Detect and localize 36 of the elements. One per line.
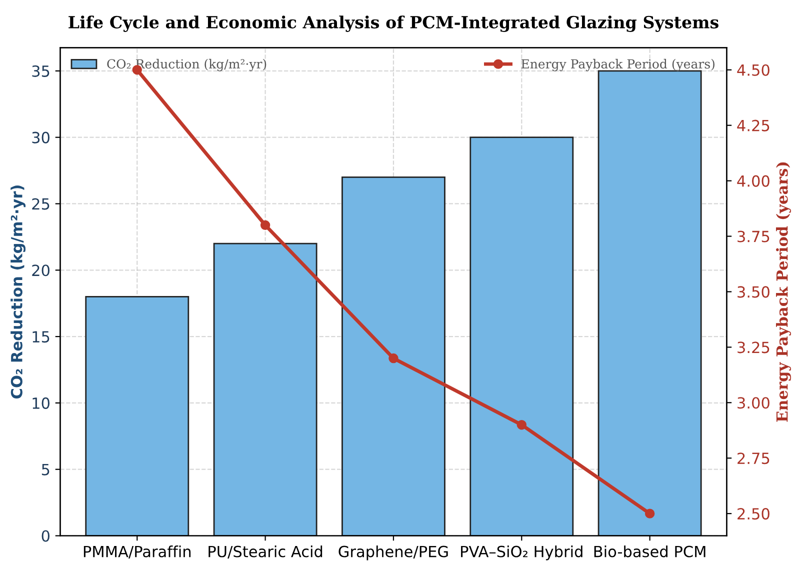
y-tick-label: 35 (32, 65, 50, 77)
bar (342, 176, 446, 536)
y-tick-label: 10 (32, 397, 50, 409)
point (644, 508, 655, 518)
y2-tick-label: 3.50 (738, 286, 770, 298)
x-tick-label: PU/Stearic Acid (208, 545, 322, 559)
y-axis-title: CO₂ Reduction (kg/m²·yr) (10, 186, 26, 398)
y-tick-label: 30 (32, 132, 50, 144)
bar (213, 242, 318, 536)
y2-tick-label: 3.00 (738, 397, 770, 409)
legend-label: CO₂ Reduction (kg/m²·yr) (107, 58, 266, 72)
y-tick-label: 5 (42, 464, 50, 476)
y2-axis-title: Energy Payback Period (years) (776, 162, 792, 422)
y2-tick-label: 4.50 (737, 64, 770, 76)
y-tick-label: 15 (32, 331, 50, 343)
legend-label: Energy Payback Period (years) (521, 58, 714, 72)
y-tick-label: 20 (32, 264, 50, 276)
chart-title: Life Cycle and Economic Analysis of PCM-Integrated Glazing Systems (68, 16, 718, 32)
y2-tick-label: 3.25 (738, 342, 770, 354)
x-tick-label: PVA–SiO₂ Hybrid (461, 545, 582, 560)
y2-tick-label: 2.50 (738, 508, 770, 520)
bar (598, 70, 702, 536)
x-tick-label: Graphene/PEG (338, 545, 448, 560)
y2-tick-label: 3.75 (738, 230, 770, 242)
point (260, 220, 270, 230)
y2-tick-label: 4.00 (737, 175, 770, 187)
bar (470, 136, 574, 536)
bar (85, 296, 190, 536)
point (388, 353, 398, 364)
x-tick-label: PMMA/Paraffin (84, 545, 191, 559)
y-tick-label: 25 (32, 198, 50, 210)
point (516, 420, 527, 430)
x-tick-label: Bio-based PCM (594, 545, 706, 558)
y2-tick-label: 2.75 (738, 452, 770, 464)
y-tick-label: 0 (42, 530, 50, 542)
y2-tick-label: 4.25 (737, 120, 770, 132)
